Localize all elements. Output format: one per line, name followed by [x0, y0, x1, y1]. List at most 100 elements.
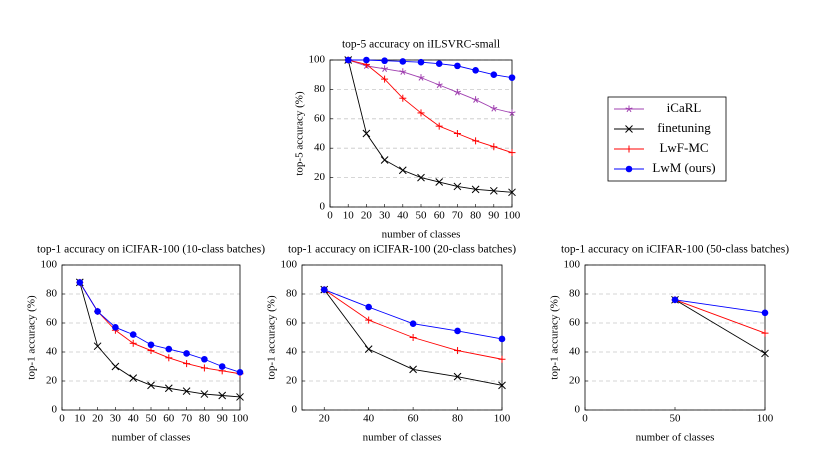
y-tick-label: 80: [286, 288, 298, 300]
plot-frame: [61, 264, 241, 411]
data-point: [147, 347, 155, 355]
data-point: [453, 88, 461, 96]
y-tick-label: 60: [314, 112, 326, 124]
chart: top-1 accuracy on iCIFAR-100 (50-class b…: [549, 244, 790, 444]
data-point: [508, 74, 516, 81]
data-point: [381, 65, 389, 72]
data-point: [398, 166, 407, 175]
x-tick-label: 20: [319, 413, 331, 425]
chart-title: top-1 accuracy on iCIFAR-100 (10-class b…: [37, 244, 265, 256]
x-tick-label: 0: [327, 210, 333, 222]
data-point: [93, 342, 102, 351]
data-point: [147, 341, 155, 349]
x-tick-label: 40: [363, 413, 375, 425]
data-point: [94, 308, 101, 315]
x-tick-label: 30: [110, 413, 122, 425]
data-point: [381, 75, 389, 83]
data-point: [236, 393, 244, 401]
data-point: [365, 316, 373, 324]
data-point: [508, 109, 516, 117]
y-tick-label: 0: [320, 201, 326, 213]
data-point: [472, 96, 480, 103]
y-tick-label: 100: [564, 259, 581, 271]
chart-title: top-5 accuracy on iILSVRC-small: [342, 39, 500, 51]
legend-label: LwM (ours): [652, 160, 715, 175]
data-point: [183, 350, 190, 357]
data-point: [76, 279, 84, 286]
data-point: [490, 143, 498, 151]
x-tick-label: 70: [181, 413, 193, 425]
data-point: [364, 345, 373, 353]
x-tick-label: 30: [379, 210, 391, 222]
data-point: [435, 122, 443, 130]
x-tick-label: 100: [757, 413, 774, 425]
data-point: [399, 68, 407, 75]
y-axis-label: top-1 accuracy (%): [26, 295, 38, 380]
data-point: [761, 349, 769, 358]
data-point: [417, 74, 425, 81]
data-point: [417, 173, 425, 182]
data-point: [409, 365, 417, 374]
data-point: [490, 71, 498, 78]
data-point: [165, 354, 173, 362]
data-point: [435, 178, 444, 186]
series-line: [348, 59, 513, 79]
y-tick-label: 20: [286, 375, 298, 387]
x-axis-label: number of classes: [112, 432, 191, 444]
y-axis-label: top-1 accuracy (%): [266, 295, 278, 380]
y-tick-label: 40: [569, 346, 581, 358]
data-point: [147, 381, 155, 390]
data-point: [129, 374, 138, 382]
data-point: [761, 309, 769, 317]
x-tick-label: 20: [361, 210, 373, 222]
data-point: [625, 145, 633, 153]
legend: iCaRL finetuning LwF-MC LwM (ours): [607, 96, 727, 182]
data-point: [409, 334, 417, 341]
data-point: [365, 303, 372, 311]
data-point: [472, 66, 479, 74]
data-point: [399, 94, 407, 102]
data-point: [625, 105, 633, 113]
x-tick-label: 0: [582, 413, 588, 425]
y-tick-label: 20: [569, 375, 581, 387]
data-point: [454, 327, 461, 335]
y-tick-label: 60: [46, 317, 58, 329]
chart: top-1 accuracy on iCIFAR-100 (20-class b…: [266, 244, 517, 444]
data-point: [625, 165, 633, 173]
x-axis-label: number of classes: [382, 229, 461, 241]
x-axis-label: number of classes: [363, 432, 442, 444]
data-point: [362, 129, 371, 138]
data-point: [508, 149, 516, 157]
y-axis-label: top-5 accuracy (%): [294, 91, 306, 176]
x-tick-label: 0: [59, 413, 65, 425]
y-tick-label: 40: [314, 142, 326, 154]
legend-label: LwF-MC: [659, 140, 708, 155]
data-point: [381, 57, 388, 65]
x-axis-label: number of classes: [636, 432, 715, 444]
plot-frame: [301, 264, 503, 411]
data-point: [490, 105, 498, 112]
x-tick-label: 80: [452, 413, 464, 425]
legend-label: iCaRL: [667, 100, 702, 115]
x-tick-label: 50: [146, 413, 158, 425]
y-axis-label: top-1 accuracy (%): [549, 295, 561, 380]
data-point: [453, 130, 461, 137]
y-tick-label: 20: [314, 171, 326, 183]
data-point: [625, 125, 633, 133]
data-point: [363, 56, 370, 64]
y-tick-label: 100: [41, 259, 58, 271]
y-tick-label: 60: [569, 317, 581, 329]
data-point: [508, 188, 516, 197]
data-point: [344, 56, 352, 64]
data-point: [200, 364, 208, 372]
x-tick-label: 60: [434, 210, 446, 222]
data-point: [489, 186, 498, 195]
data-point: [236, 369, 244, 376]
series-line: [348, 59, 513, 114]
x-tick-label: 60: [408, 413, 420, 425]
data-point: [498, 335, 506, 343]
series-line: [79, 282, 241, 398]
data-point: [320, 286, 328, 293]
plot-frame: [329, 59, 513, 208]
